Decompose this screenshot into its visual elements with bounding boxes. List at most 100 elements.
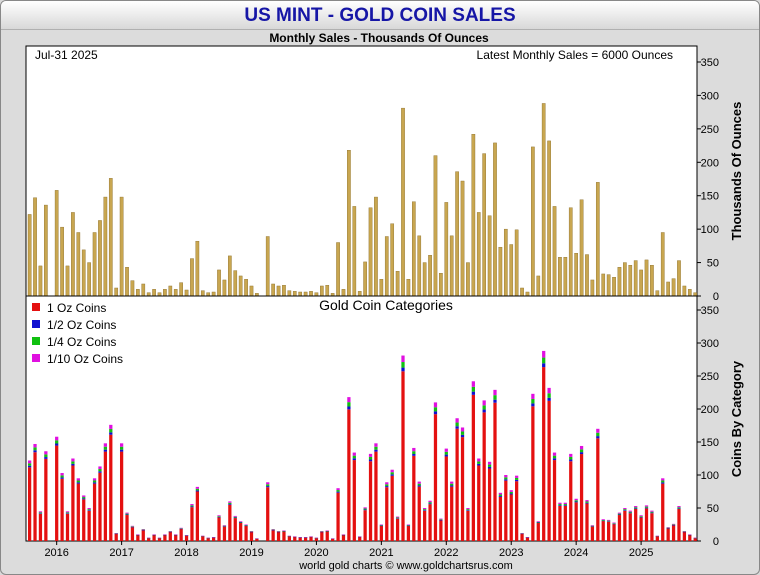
tenth-oz-bar-segment: [574, 498, 578, 501]
quarter-oz-bar-segment: [412, 451, 416, 454]
monthly-sales-bar: [466, 262, 470, 297]
monthly-sales-bar: [98, 220, 102, 297]
monthly-sales-bar: [525, 291, 530, 297]
1-oz-bar-segment: [358, 536, 362, 541]
tenth-oz-bar-segment: [125, 512, 129, 514]
half-oz-bar-segment: [547, 397, 551, 401]
tenth-oz-bar-segment: [450, 481, 454, 484]
1-oz-bar-segment: [477, 465, 481, 541]
quarter-oz-bar-segment: [190, 505, 194, 507]
monthly-sales-bar: [152, 289, 156, 297]
half-oz-bar-segment: [607, 521, 611, 522]
1-oz-bar-segment: [276, 531, 281, 541]
monthly-sales-bar: [541, 103, 546, 297]
quarter-oz-bar-segment: [368, 456, 373, 460]
tenth-oz-bar-segment: [628, 510, 632, 512]
half-oz-bar-segment: [574, 501, 578, 503]
tenth-oz-bar-segment: [569, 453, 573, 457]
monthly-sales-bar: [363, 261, 367, 297]
1-oz-bar-segment: [455, 428, 459, 541]
half-oz-bar-segment: [493, 399, 497, 403]
1-oz-bar-segment: [466, 510, 470, 541]
1-oz-bar-segment: [661, 483, 665, 541]
1-oz-bar-segment: [552, 460, 557, 541]
quarter-oz-bar-segment: [569, 456, 573, 460]
quarter-oz-bar-segment: [628, 511, 632, 513]
tenth-oz-bar-segment: [477, 458, 481, 462]
1-oz-bar-segment: [379, 525, 383, 541]
x-tick-label: 2021: [369, 547, 393, 559]
monthly-sales-bar: [487, 215, 492, 297]
monthly-sales-bar: [509, 244, 514, 297]
x-tick-label: 2025: [629, 547, 653, 559]
quarter-oz-bar-segment: [109, 428, 113, 433]
monthly-sales-bar: [493, 142, 497, 297]
monthly-sales-bar: [38, 265, 43, 297]
tenth-oz-bar-segment: [617, 512, 622, 514]
1-oz-bar-segment: [688, 534, 692, 541]
title-band: US MINT - GOLD COIN SALES: [1, 1, 759, 30]
half-oz-bar-segment: [76, 482, 80, 484]
1-oz-bar-segment: [450, 486, 454, 541]
quarter-oz-bar-segment: [395, 517, 400, 519]
1-oz-bar-segment: [482, 412, 486, 541]
tenth-oz-bar-segment: [71, 458, 75, 462]
bottom-bars-group: [28, 350, 697, 541]
monthly-sales-bar: [108, 178, 113, 297]
monthly-sales-bar: [552, 206, 557, 297]
quarter-oz-bar-segment: [666, 527, 670, 529]
1-oz-bar-segment: [417, 486, 421, 541]
monthly-sales-bar: [190, 258, 194, 297]
half-oz-bar-segment: [579, 452, 584, 455]
monthly-sales-bar: [163, 289, 167, 297]
tenth-oz-bar-segment: [552, 452, 557, 456]
half-oz-bar-segment: [509, 493, 513, 495]
half-oz-bar-segment: [92, 482, 97, 484]
1-oz-bar-segment: [368, 461, 373, 541]
half-oz-bar-segment: [33, 450, 37, 453]
tenth-oz-bar-segment: [368, 453, 373, 457]
quarter-oz-bar-segment: [601, 519, 605, 521]
1-oz-bar-segment: [244, 525, 248, 541]
monthly-sales-bar: [271, 283, 275, 297]
date-label: Jul-31 2025: [35, 48, 98, 62]
tenth-oz-bar-segment: [325, 530, 329, 531]
half-oz-bar-segment: [282, 531, 286, 532]
monthly-sales-bar: [384, 236, 389, 297]
1-oz-bar-segment: [28, 467, 32, 541]
quarter-oz-bar-segment: [379, 525, 383, 526]
tenth-oz-bar-segment: [607, 519, 611, 521]
1-oz-bar-segment: [628, 513, 632, 541]
tenth-oz-bar-segment: [520, 533, 524, 534]
1-oz-bar-segment: [190, 507, 194, 541]
quarter-oz-bar-segment: [390, 472, 394, 475]
quarter-oz-bar-segment: [87, 509, 91, 511]
quarter-oz-bar-segment: [44, 454, 48, 458]
half-oz-bar-segment: [130, 526, 135, 528]
monthly-sales-bar: [298, 291, 303, 297]
quarter-oz-bar-segment: [423, 509, 427, 511]
quarter-oz-bar-segment: [563, 504, 567, 506]
1-oz-bar-segment: [574, 502, 578, 541]
1-oz-bar-segment: [487, 468, 492, 541]
1-oz-bar-segment: [634, 508, 638, 541]
tenth-oz-bar-segment: [163, 534, 167, 535]
top-y-tick-label: 100: [701, 224, 719, 236]
quarter-oz-bar-segment: [119, 446, 124, 450]
tenth-oz-bar-segment: [509, 490, 513, 492]
tenth-oz-bar-segment: [109, 424, 113, 429]
bottom-y-axis: 0 50 100 150 200 250 300 350: [697, 305, 719, 548]
half-oz-bar-segment: [450, 485, 454, 487]
legend-label: 1 Oz Coins: [47, 301, 106, 315]
half-oz-bar-segment: [671, 524, 676, 526]
tenth-oz-bar-segment: [233, 515, 237, 517]
half-oz-bar-segment: [661, 482, 665, 484]
quarter-oz-bar-segment: [244, 525, 248, 526]
half-oz-bar-segment: [428, 503, 432, 505]
1-oz-bar-segment: [655, 536, 659, 541]
quarter-oz-bar-segment: [168, 531, 172, 532]
top-y-tick-label: 350: [701, 57, 719, 69]
tenth-oz-bar-segment: [206, 537, 210, 539]
x-tick-label: 2016: [44, 547, 68, 559]
